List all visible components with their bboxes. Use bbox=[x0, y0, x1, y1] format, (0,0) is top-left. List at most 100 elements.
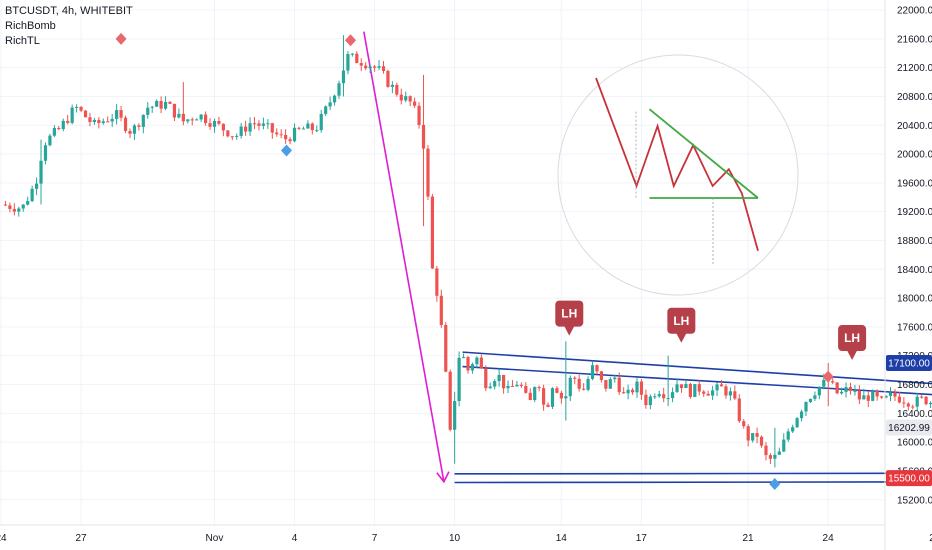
candle-body bbox=[426, 148, 430, 197]
candle-body bbox=[506, 385, 510, 389]
candle-body bbox=[866, 395, 870, 401]
candle-body bbox=[608, 379, 612, 389]
candle-body bbox=[435, 268, 439, 296]
candle-body bbox=[275, 132, 279, 135]
y-tick-label: 18000.00 bbox=[897, 294, 932, 305]
candle-body bbox=[599, 371, 604, 381]
y-tick-label: 17600.00 bbox=[897, 322, 932, 333]
support-level-label: 15500.00 bbox=[888, 474, 930, 485]
candle-body bbox=[555, 388, 559, 393]
candle-body bbox=[550, 388, 555, 407]
support-line-1[interactable] bbox=[454, 472, 932, 475]
candle-body bbox=[684, 384, 688, 389]
candle-body bbox=[622, 392, 626, 394]
symbol-line: BTCUSDT, 4h, WHITEBIT bbox=[5, 5, 133, 17]
x-tick-label: 10 bbox=[449, 533, 461, 544]
candle-body bbox=[497, 374, 501, 382]
y-tick-label: 19600.00 bbox=[897, 178, 932, 189]
candle-body bbox=[346, 54, 350, 71]
support-line-2[interactable] bbox=[454, 481, 932, 484]
candle-body bbox=[804, 402, 808, 412]
candle-body bbox=[719, 384, 724, 387]
buy-marker bbox=[769, 477, 781, 490]
lh-badge: LH bbox=[838, 325, 867, 361]
indicator-richbomb: RichBomb bbox=[5, 20, 56, 32]
candle-body bbox=[675, 384, 679, 393]
candle-body bbox=[448, 371, 452, 430]
candle-body bbox=[248, 123, 252, 132]
candle-body bbox=[475, 357, 479, 365]
candle-body bbox=[252, 123, 257, 125]
candle-body bbox=[911, 406, 915, 408]
candle-body bbox=[501, 374, 506, 389]
candle-body bbox=[372, 66, 377, 68]
y-tick-label: 18400.00 bbox=[897, 265, 932, 276]
candle-body bbox=[239, 126, 243, 136]
candle-body bbox=[3, 204, 8, 206]
candle-body bbox=[648, 396, 652, 406]
candle-body bbox=[564, 396, 568, 399]
candle-body bbox=[573, 377, 577, 379]
candle-body bbox=[733, 391, 737, 399]
candle-body bbox=[439, 295, 443, 325]
x-tick-label: 28 bbox=[929, 533, 932, 544]
candle-body bbox=[657, 394, 661, 397]
candle-body bbox=[261, 123, 266, 126]
candle-body bbox=[880, 396, 884, 398]
candle-body bbox=[399, 94, 403, 101]
lh-badge-pointer bbox=[564, 326, 575, 336]
candle-body bbox=[177, 113, 181, 118]
candle-body bbox=[297, 127, 301, 129]
candle-body bbox=[328, 102, 332, 107]
candle-body bbox=[266, 123, 270, 125]
candle-body bbox=[782, 439, 786, 452]
lh-badge-label: LH bbox=[561, 307, 577, 321]
candle-body bbox=[590, 365, 595, 379]
candle-body bbox=[915, 396, 919, 407]
candle-body bbox=[688, 384, 692, 397]
x-tick-label: Nov bbox=[206, 533, 224, 544]
candle-body bbox=[306, 123, 310, 129]
candle-body bbox=[75, 106, 79, 108]
candle-body bbox=[350, 53, 354, 55]
candle-body bbox=[639, 381, 644, 395]
candle-body bbox=[711, 390, 715, 396]
x-tick-label: 21 bbox=[742, 533, 754, 544]
candle-body bbox=[8, 205, 12, 209]
candle-body bbox=[906, 403, 910, 407]
lh-badge-box bbox=[555, 300, 584, 327]
y-tick-label: 21600.00 bbox=[897, 34, 932, 45]
candle-body bbox=[310, 123, 314, 131]
candle-body bbox=[617, 377, 621, 393]
y-tick-label: 22000.00 bbox=[897, 6, 932, 17]
candle-body bbox=[17, 208, 21, 212]
candle-body bbox=[92, 119, 96, 122]
y-tick-label: 18800.00 bbox=[897, 236, 932, 247]
candle-body bbox=[137, 125, 141, 127]
lh-badge-pointer bbox=[847, 350, 858, 361]
candle-body bbox=[421, 124, 426, 149]
candle-body bbox=[337, 83, 341, 96]
candle-body bbox=[759, 436, 764, 446]
candle-body bbox=[141, 114, 145, 127]
candle-body bbox=[417, 105, 421, 125]
candle-body bbox=[742, 421, 746, 427]
current-price-label-bg bbox=[886, 419, 932, 436]
candle-body bbox=[408, 96, 412, 102]
candle-body bbox=[693, 384, 697, 397]
candle-body bbox=[132, 125, 137, 134]
candle-body bbox=[839, 391, 844, 394]
candle-body bbox=[39, 160, 43, 184]
upper-trendline-2[interactable] bbox=[462, 365, 932, 402]
candle-body bbox=[101, 121, 105, 124]
lh-badge: LH bbox=[555, 300, 584, 336]
y-tick-label: 15200.00 bbox=[897, 495, 932, 506]
support-level-label-bg bbox=[886, 470, 932, 487]
candle-body bbox=[822, 379, 826, 387]
drop-arrow[interactable] bbox=[363, 31, 445, 482]
candle-body bbox=[542, 388, 546, 405]
candle-body bbox=[146, 107, 150, 115]
upper-trendline-1[interactable] bbox=[462, 351, 932, 392]
x-tick-label: 7 bbox=[372, 533, 378, 544]
